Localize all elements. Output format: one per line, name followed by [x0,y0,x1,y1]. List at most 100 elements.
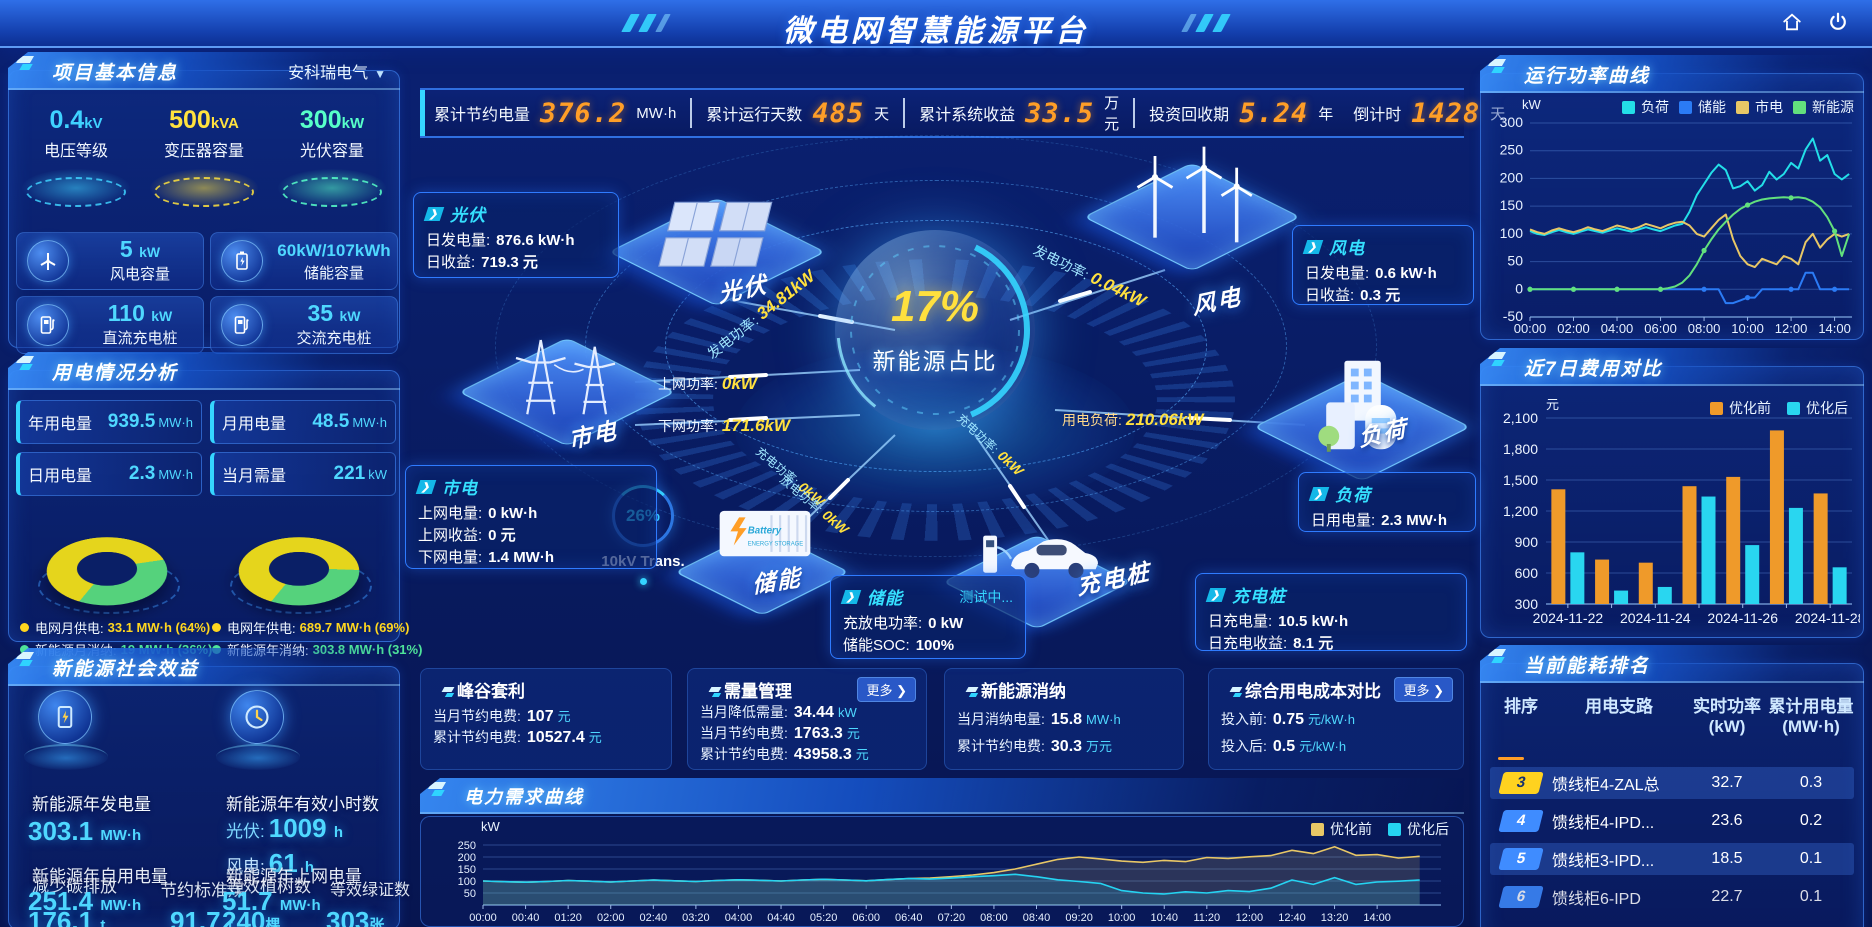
svg-text:05:20: 05:20 [810,912,838,924]
svg-text:11:20: 11:20 [1193,912,1220,924]
chevron-right-icon: ❯ [1302,239,1324,254]
storage-info-box: ❯ 储能 测试中... 充放电功率: 0 kW 储能SOC: 100% [830,575,1026,659]
svg-text:2024-11-22: 2024-11-22 [1533,610,1604,626]
chevron-right-icon: ❯ [840,589,862,604]
panel-corner-icon [427,781,450,799]
ranking-table-header: 排序 用电支路 实时功率 (kW) 累计用电量 (MW·h) [1504,697,1854,736]
load-platform [1253,325,1471,520]
company-select[interactable]: 安科瑞电气 ▼ [288,65,386,82]
svg-text:2024-11-28: 2024-11-28 [1795,610,1860,626]
svg-text:14:00: 14:00 [1818,321,1851,336]
svg-text:07:20: 07:20 [938,912,966,924]
svg-text:300: 300 [1500,114,1524,130]
power-button[interactable] [1822,8,1854,40]
home-button[interactable] [1776,8,1808,40]
panel-energy-ranking: 当前能耗排名 排序 用电支路 实时功率 (kW) 累计用电量 (MW·h) 3 馈线… [1480,645,1864,927]
load-power-flow-label: 用电负荷: 210.06kW [1062,410,1204,429]
panel-corner-icon [1487,351,1510,369]
pv-platform [608,150,826,345]
panel-usage-analysis: 用电情况分析 年用电量 939.5 MW·h 月用电量 48.5 MW·h 日用电量 2.… [8,352,422,658]
run-chart-unit: kW [1522,97,1541,112]
wind-capacity-card: 5 kW 风电容量 [16,232,204,290]
ranking-row[interactable]: 5 馈线柜3-IPD... 18.5 0.1 [1490,843,1854,875]
svg-text:200: 200 [1500,169,1524,185]
panel-title: 当前能耗排名 [1524,656,1651,677]
legend-grid-year: 电网年供电: 689.7 MW·h (69%) [212,618,409,637]
benefit-label: 节约标准煤 [160,881,245,900]
storage-status-tag: 测试中... [959,588,1013,605]
panel-corner-icon [15,651,38,669]
new-energy-share-label: 新能源占比 [872,348,998,374]
svg-text:900: 900 [1515,534,1539,550]
card-corner-icon [708,686,724,700]
svg-text:50: 50 [1507,253,1523,269]
svg-text:600: 600 [1515,565,1539,581]
svg-text:12:00: 12:00 [1775,321,1808,336]
ev-charging-icon [960,470,1120,582]
panel-title: 近7日费用对比 [1524,359,1663,380]
panel-corner-icon [15,355,38,373]
svg-text:150: 150 [1500,197,1524,213]
more-button[interactable]: 更多 ❯ [857,677,916,702]
more-button[interactable]: 更多 ❯ [1394,677,1453,702]
svg-text:03:20: 03:20 [682,912,710,924]
cost-comparison-card: 综合用电成本对比 更多 ❯ 投入前: 0.75 元/kW·h 投入后: 0.5 元/kW… [1208,668,1464,770]
svg-text:150: 150 [458,864,476,876]
svg-text:10:40: 10:40 [1150,912,1178,924]
header-decor-left [621,14,671,32]
ranking-row[interactable]: 4 馈线柜4-IPD... 23.6 0.2 [1490,805,1854,837]
svg-text:0: 0 [1515,280,1523,296]
month-demand-stat: 当月需量 221 kW [210,452,396,496]
svg-text:02:40: 02:40 [640,912,668,924]
panel-title: 运行功率曲线 [1524,66,1651,87]
wind-turbine-icon [27,240,69,282]
svg-text:-50: -50 [1503,308,1523,324]
card-corner-icon [965,686,981,700]
benefit-label: 新能源年有效小时数 [226,795,379,814]
svg-text:02:00: 02:00 [597,912,625,924]
load-info-box: ❯ 负荷 日用电量: 2.3 MW·h [1298,472,1476,532]
panel-power-demand: 电力需求曲线 kW 优化前 优化后 50 100 150 200 250 00:00 00:… [420,778,1464,927]
year-usage-stat: 年用电量 939.5 MW·h [16,400,202,444]
new-energy-share-sphere: 17% 新能源占比 [835,230,1035,430]
svg-text:08:00: 08:00 [1688,321,1721,336]
svg-text:10:00: 10:00 [1731,321,1764,336]
svg-text:02:00: 02:00 [1557,321,1590,336]
svg-text:01:20: 01:20 [554,912,582,924]
charger-info-box: ❯ 充电桩 日充电量: 10.5 kW·h 日充电收益: 8.1 元 [1195,573,1467,652]
ranking-row[interactable]: 3 馈线柜4-ZAL总 32.7 0.3 [1490,767,1854,799]
benefit-value: 51.7 MW·h [222,886,321,916]
svg-text:06:00: 06:00 [1644,321,1677,336]
panel-corner-icon [1487,648,1510,666]
svg-text:04:00: 04:00 [725,912,753,924]
panel-run-power: 运行功率曲线 kW 负荷 储能 市电 新能源 -50 0 50 100 150 200 25… [1480,55,1864,340]
kpi-total-revenue: 累计系统收益 33.5 万元 [903,95,1133,133]
transformer-capacity-stat: 500kVA 变压器容量 [140,106,268,207]
svg-text:04:00: 04:00 [1601,321,1634,336]
scroll-indicator[interactable] [1498,757,1524,760]
panel-title: 项目基本信息 [52,63,179,84]
svg-text:100: 100 [458,876,476,888]
chevron-right-icon: ❯ [1205,587,1227,602]
month-usage-stat: 月用电量 48.5 MW·h [210,400,396,444]
svg-text:13:20: 13:20 [1321,912,1349,924]
svg-text:2024-11-26: 2024-11-26 [1707,610,1778,626]
grid-info-box: ❯ 市电 上网电量: 0 kW·h 上网收益: 0 元 下网电量: 1.4 MW·h [405,465,657,569]
storage-capacity-card: 60kW/107kWh 储能容量 [210,232,398,290]
svg-text:12:40: 12:40 [1278,912,1306,924]
dc-charger-icon [27,304,69,346]
peak-valley-card: 峰谷套利 当月节约电费: 107 元 累计节约电费: 10527.4 元 [420,668,672,770]
svg-text:300: 300 [1515,596,1539,612]
sphere-arc-decor [836,231,1034,429]
panel-corner-icon [15,55,38,73]
benefit-value: 251.4 MW·h [28,886,142,916]
svg-text:ENERGY STORAGE: ENERGY STORAGE [748,541,804,547]
benefit-label: 减少碳排放 [32,877,117,896]
pv-info-box: ❯ 光伏 日发电量: 876.6 kW·h 日收益: 719.3 元 [413,192,619,278]
ranking-row[interactable]: 6 馈线柜6-IPD 22.7 0.1 [1490,881,1854,913]
svg-text:00:40: 00:40 [512,912,540,924]
panel-project-info: 项目基本信息 安科瑞电气 ▼ 0.4kV 电压等级 500kVA 变压器容量 30… [8,52,400,354]
svg-text:Battery: Battery [748,526,782,537]
run-power-chart: -50 0 50 100 150 200 250 300 00:00 02:00 04:00 06:0… [1482,113,1860,350]
